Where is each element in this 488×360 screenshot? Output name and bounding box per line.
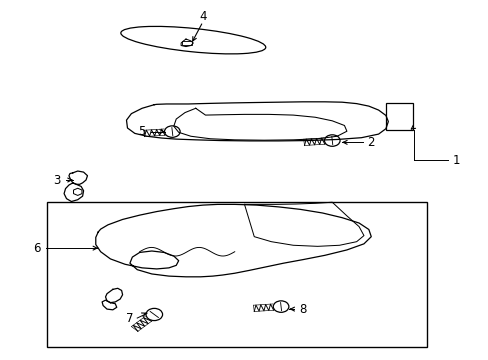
Text: 7: 7 [126,311,133,325]
Text: 6: 6 [34,242,41,255]
Bar [47,202,427,347]
Text: 3: 3 [53,174,61,186]
Text: 8: 8 [299,303,306,316]
Text: 1: 1 [452,154,459,167]
Bar [385,103,412,130]
Bar [182,41,191,45]
Text: 2: 2 [367,136,374,149]
Text: 5: 5 [138,125,145,138]
Text: 4: 4 [199,10,206,23]
